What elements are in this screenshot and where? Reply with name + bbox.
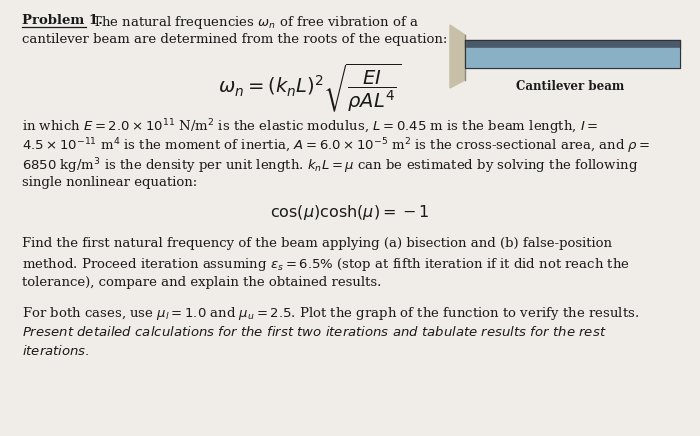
Text: Cantilever beam: Cantilever beam <box>516 80 624 93</box>
Text: cantilever beam are determined from the roots of the equation:: cantilever beam are determined from the … <box>22 34 447 47</box>
Text: $6850$ kg/m$^3$ is the density per unit length. $k_n L = \mu$ can be estimated b: $6850$ kg/m$^3$ is the density per unit … <box>22 156 638 176</box>
Polygon shape <box>450 25 465 88</box>
Text: Problem 1.: Problem 1. <box>22 14 103 27</box>
Text: tolerance), compare and explain the obtained results.: tolerance), compare and explain the obta… <box>22 276 382 289</box>
Text: in which $E = 2.0 \times 10^{11}$ N/m$^2$ is the elastic modulus, $L = 0.45$ m i: in which $E = 2.0 \times 10^{11}$ N/m$^2… <box>22 117 598 136</box>
Text: single nonlinear equation:: single nonlinear equation: <box>22 176 197 188</box>
Text: $\it{iterations.}$: $\it{iterations.}$ <box>22 344 90 358</box>
Text: $\cos(\mu)\cosh(\mu) = -1$: $\cos(\mu)\cosh(\mu) = -1$ <box>270 203 430 222</box>
Text: For both cases, use $\mu_l = 1.0$ and $\mu_u = 2.5$. Plot the graph of the funct: For both cases, use $\mu_l = 1.0$ and $\… <box>22 305 639 322</box>
Text: Find the first natural frequency of the beam applying (a) bisection and (b) fals: Find the first natural frequency of the … <box>22 236 612 249</box>
Text: $\omega_n = (k_n L)^2 \sqrt{\dfrac{EI}{\rho A L^4}}$: $\omega_n = (k_n L)^2 \sqrt{\dfrac{EI}{\… <box>218 61 402 113</box>
Text: $\it{Present\ detailed\ calculations\ for\ the\ first\ two\ iterations\ and\ tab: $\it{Present\ detailed\ calculations\ fo… <box>22 324 607 338</box>
Text: $4.5 \times 10^{-11}$ m$^4$ is the moment of inertia, $A = 6.0 \times 10^{-5}$ m: $4.5 \times 10^{-11}$ m$^4$ is the momen… <box>22 136 650 156</box>
Text: method. Proceed iteration assuming $\varepsilon_s = 6.5\%$ (stop at fifth iterat: method. Proceed iteration assuming $\var… <box>22 256 630 273</box>
Text: The natural frequencies $\omega_n$ of free vibration of a: The natural frequencies $\omega_n$ of fr… <box>88 14 419 31</box>
